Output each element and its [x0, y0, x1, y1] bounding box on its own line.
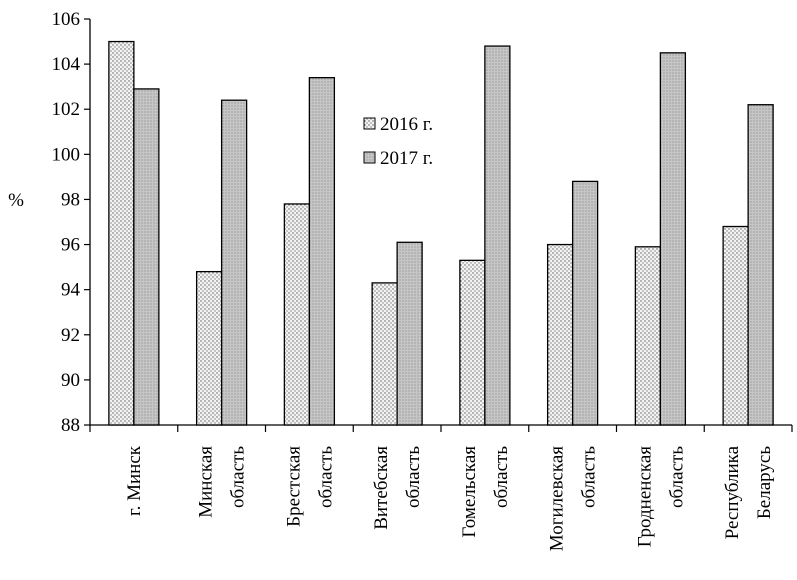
category-label: Брестская [283, 446, 304, 527]
bar-2017 [308, 76, 336, 426]
bar-2017 [220, 99, 248, 426]
category-label: Могилевская [547, 446, 568, 551]
bar-2016 [283, 203, 311, 426]
y-tick-label: 98 [61, 189, 80, 210]
y-tick-label: 88 [61, 415, 80, 436]
category-label: область [315, 446, 336, 508]
category-label: Республика [722, 445, 743, 539]
bar-2016 [459, 259, 486, 426]
legend-swatch [363, 117, 376, 130]
y-tick-label: 90 [61, 370, 80, 391]
category-label: область [403, 446, 424, 508]
legend-label: 2017 г. [380, 148, 433, 169]
category-label: область [666, 446, 687, 508]
bar-2017 [133, 88, 160, 426]
bar-2016 [108, 40, 135, 426]
category-label: Гомельская [459, 446, 480, 538]
bar-2016 [546, 243, 574, 426]
category-label: Беларусь [754, 446, 775, 519]
category-label: область [579, 446, 600, 508]
bar-2017 [747, 104, 774, 426]
bar-2016 [371, 282, 398, 426]
y-axis-label: % [8, 190, 24, 211]
y-tick-label: 92 [61, 325, 80, 346]
bar-2016 [722, 225, 749, 426]
bar-2017 [484, 45, 511, 426]
y-tick-label: 96 [61, 235, 80, 256]
bars [108, 40, 774, 426]
category-label: Витебская [371, 446, 392, 530]
bar-2017 [396, 241, 423, 426]
y-tick-label: 106 [52, 9, 81, 30]
category-label: г. Минск [124, 445, 145, 516]
bar-2016 [634, 246, 662, 426]
category-label: область [491, 446, 512, 508]
category-labels: г. Минск Минская область Брестская область Ви… [124, 445, 775, 551]
legend-swatch [363, 151, 376, 164]
bar-2016 [195, 270, 223, 426]
y-tick-label: 104 [52, 54, 81, 75]
y-tick-label: 100 [52, 144, 81, 165]
legend-label: 2016 г. [380, 114, 433, 135]
y-tick-label: 102 [52, 99, 81, 120]
bar-2017 [659, 52, 687, 426]
bar-2017 [571, 180, 599, 426]
y-tick-label: 94 [61, 280, 81, 301]
legend: 2016 г. 2017 г. [352, 108, 464, 182]
category-label: Гродненская [634, 446, 655, 547]
category-label: Минская [196, 446, 217, 518]
category-label: область [228, 446, 249, 508]
